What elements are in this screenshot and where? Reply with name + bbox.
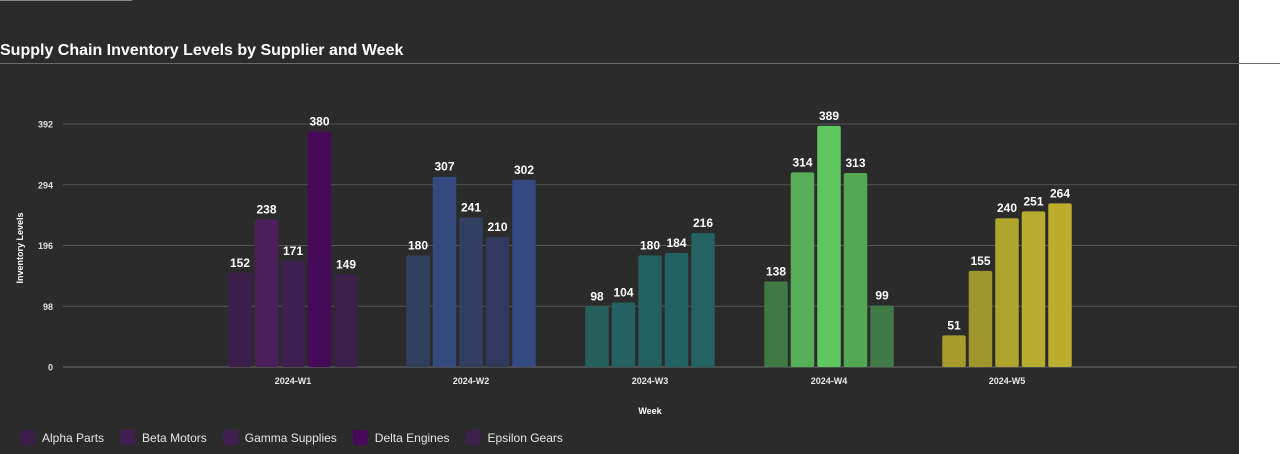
legend-item[interactable]: Gamma Supplies: [223, 430, 337, 445]
bar-chart: 0 98 196 294 392 Inventory Levels Week 2024-W1 1…: [0, 0, 1239, 425]
chart-legend: Alpha Parts Beta Motors Gamma Supplies Delt…: [20, 430, 563, 445]
legend-swatch: [223, 430, 238, 445]
x-tick-label: 2024-W3: [632, 376, 669, 386]
data-label: 307: [434, 160, 454, 174]
bar: [406, 255, 430, 367]
data-label: 238: [256, 202, 276, 216]
legend-label: Epsilon Gears: [488, 431, 563, 445]
legend-item[interactable]: Delta Engines: [353, 430, 450, 445]
data-label: 313: [845, 156, 865, 170]
bar: [281, 261, 305, 367]
bar: [486, 237, 510, 367]
data-label: 180: [640, 238, 660, 252]
legend-item[interactable]: Beta Motors: [120, 430, 207, 445]
bar: [764, 281, 788, 367]
data-label: 51: [947, 318, 961, 332]
bar: [308, 131, 332, 367]
bar: [942, 335, 966, 367]
bar: [585, 306, 609, 367]
bar: [612, 303, 636, 367]
legend-label: Delta Engines: [375, 431, 450, 445]
data-label: 98: [590, 289, 604, 303]
bar: [459, 218, 483, 367]
y-axis-title: Inventory Levels: [15, 212, 25, 283]
data-label: 152: [230, 256, 250, 270]
data-label: 240: [997, 201, 1017, 215]
legend-label: Beta Motors: [142, 431, 207, 445]
data-label: 380: [309, 114, 329, 128]
bar: [255, 219, 279, 367]
legend-swatch: [20, 430, 35, 445]
bar: [638, 255, 662, 367]
x-axis-title: Week: [638, 406, 662, 416]
data-label: 264: [1050, 186, 1070, 200]
x-tick-label: 2024-W5: [989, 376, 1026, 386]
legend-swatch: [120, 430, 135, 445]
y-tick-label: 98: [43, 302, 53, 312]
y-tick-label: 294: [38, 180, 53, 190]
data-label: 251: [1023, 194, 1043, 208]
data-label: 210: [487, 220, 507, 234]
bar: [691, 233, 715, 367]
bar: [844, 173, 868, 367]
data-label: 314: [792, 155, 812, 169]
bar: [433, 177, 457, 367]
bar: [995, 218, 1019, 367]
data-label: 138: [766, 264, 786, 278]
bar: [870, 306, 894, 367]
data-label: 241: [461, 201, 481, 215]
legend-item[interactable]: Epsilon Gears: [466, 430, 563, 445]
y-tick-label: 392: [38, 120, 53, 130]
bar: [1048, 203, 1072, 367]
data-label: 99: [875, 289, 889, 303]
legend-label: Gamma Supplies: [245, 431, 337, 445]
bar: [512, 180, 536, 367]
data-label: 389: [819, 109, 839, 123]
legend-label: Alpha Parts: [42, 431, 104, 445]
data-label: 149: [336, 258, 356, 272]
bar: [969, 271, 993, 367]
y-tick-label: 196: [38, 241, 53, 251]
data-label: 216: [693, 216, 713, 230]
bar: [665, 253, 689, 367]
legend-swatch: [466, 430, 481, 445]
bar: [1022, 211, 1046, 367]
data-label: 155: [970, 254, 990, 268]
bar: [334, 275, 358, 367]
x-tick-label: 2024-W1: [275, 376, 312, 386]
data-label: 104: [613, 286, 633, 300]
data-label: 171: [283, 244, 303, 258]
legend-swatch: [353, 430, 368, 445]
x-tick-label: 2024-W2: [453, 376, 490, 386]
y-tick-label: 0: [48, 363, 53, 373]
data-label: 180: [408, 238, 428, 252]
bar: [791, 172, 815, 367]
data-label: 184: [666, 236, 686, 250]
bar: [228, 273, 252, 367]
legend-item[interactable]: Alpha Parts: [20, 430, 104, 445]
data-label: 302: [514, 163, 534, 177]
x-tick-label: 2024-W4: [811, 376, 848, 386]
bar: [817, 126, 841, 367]
